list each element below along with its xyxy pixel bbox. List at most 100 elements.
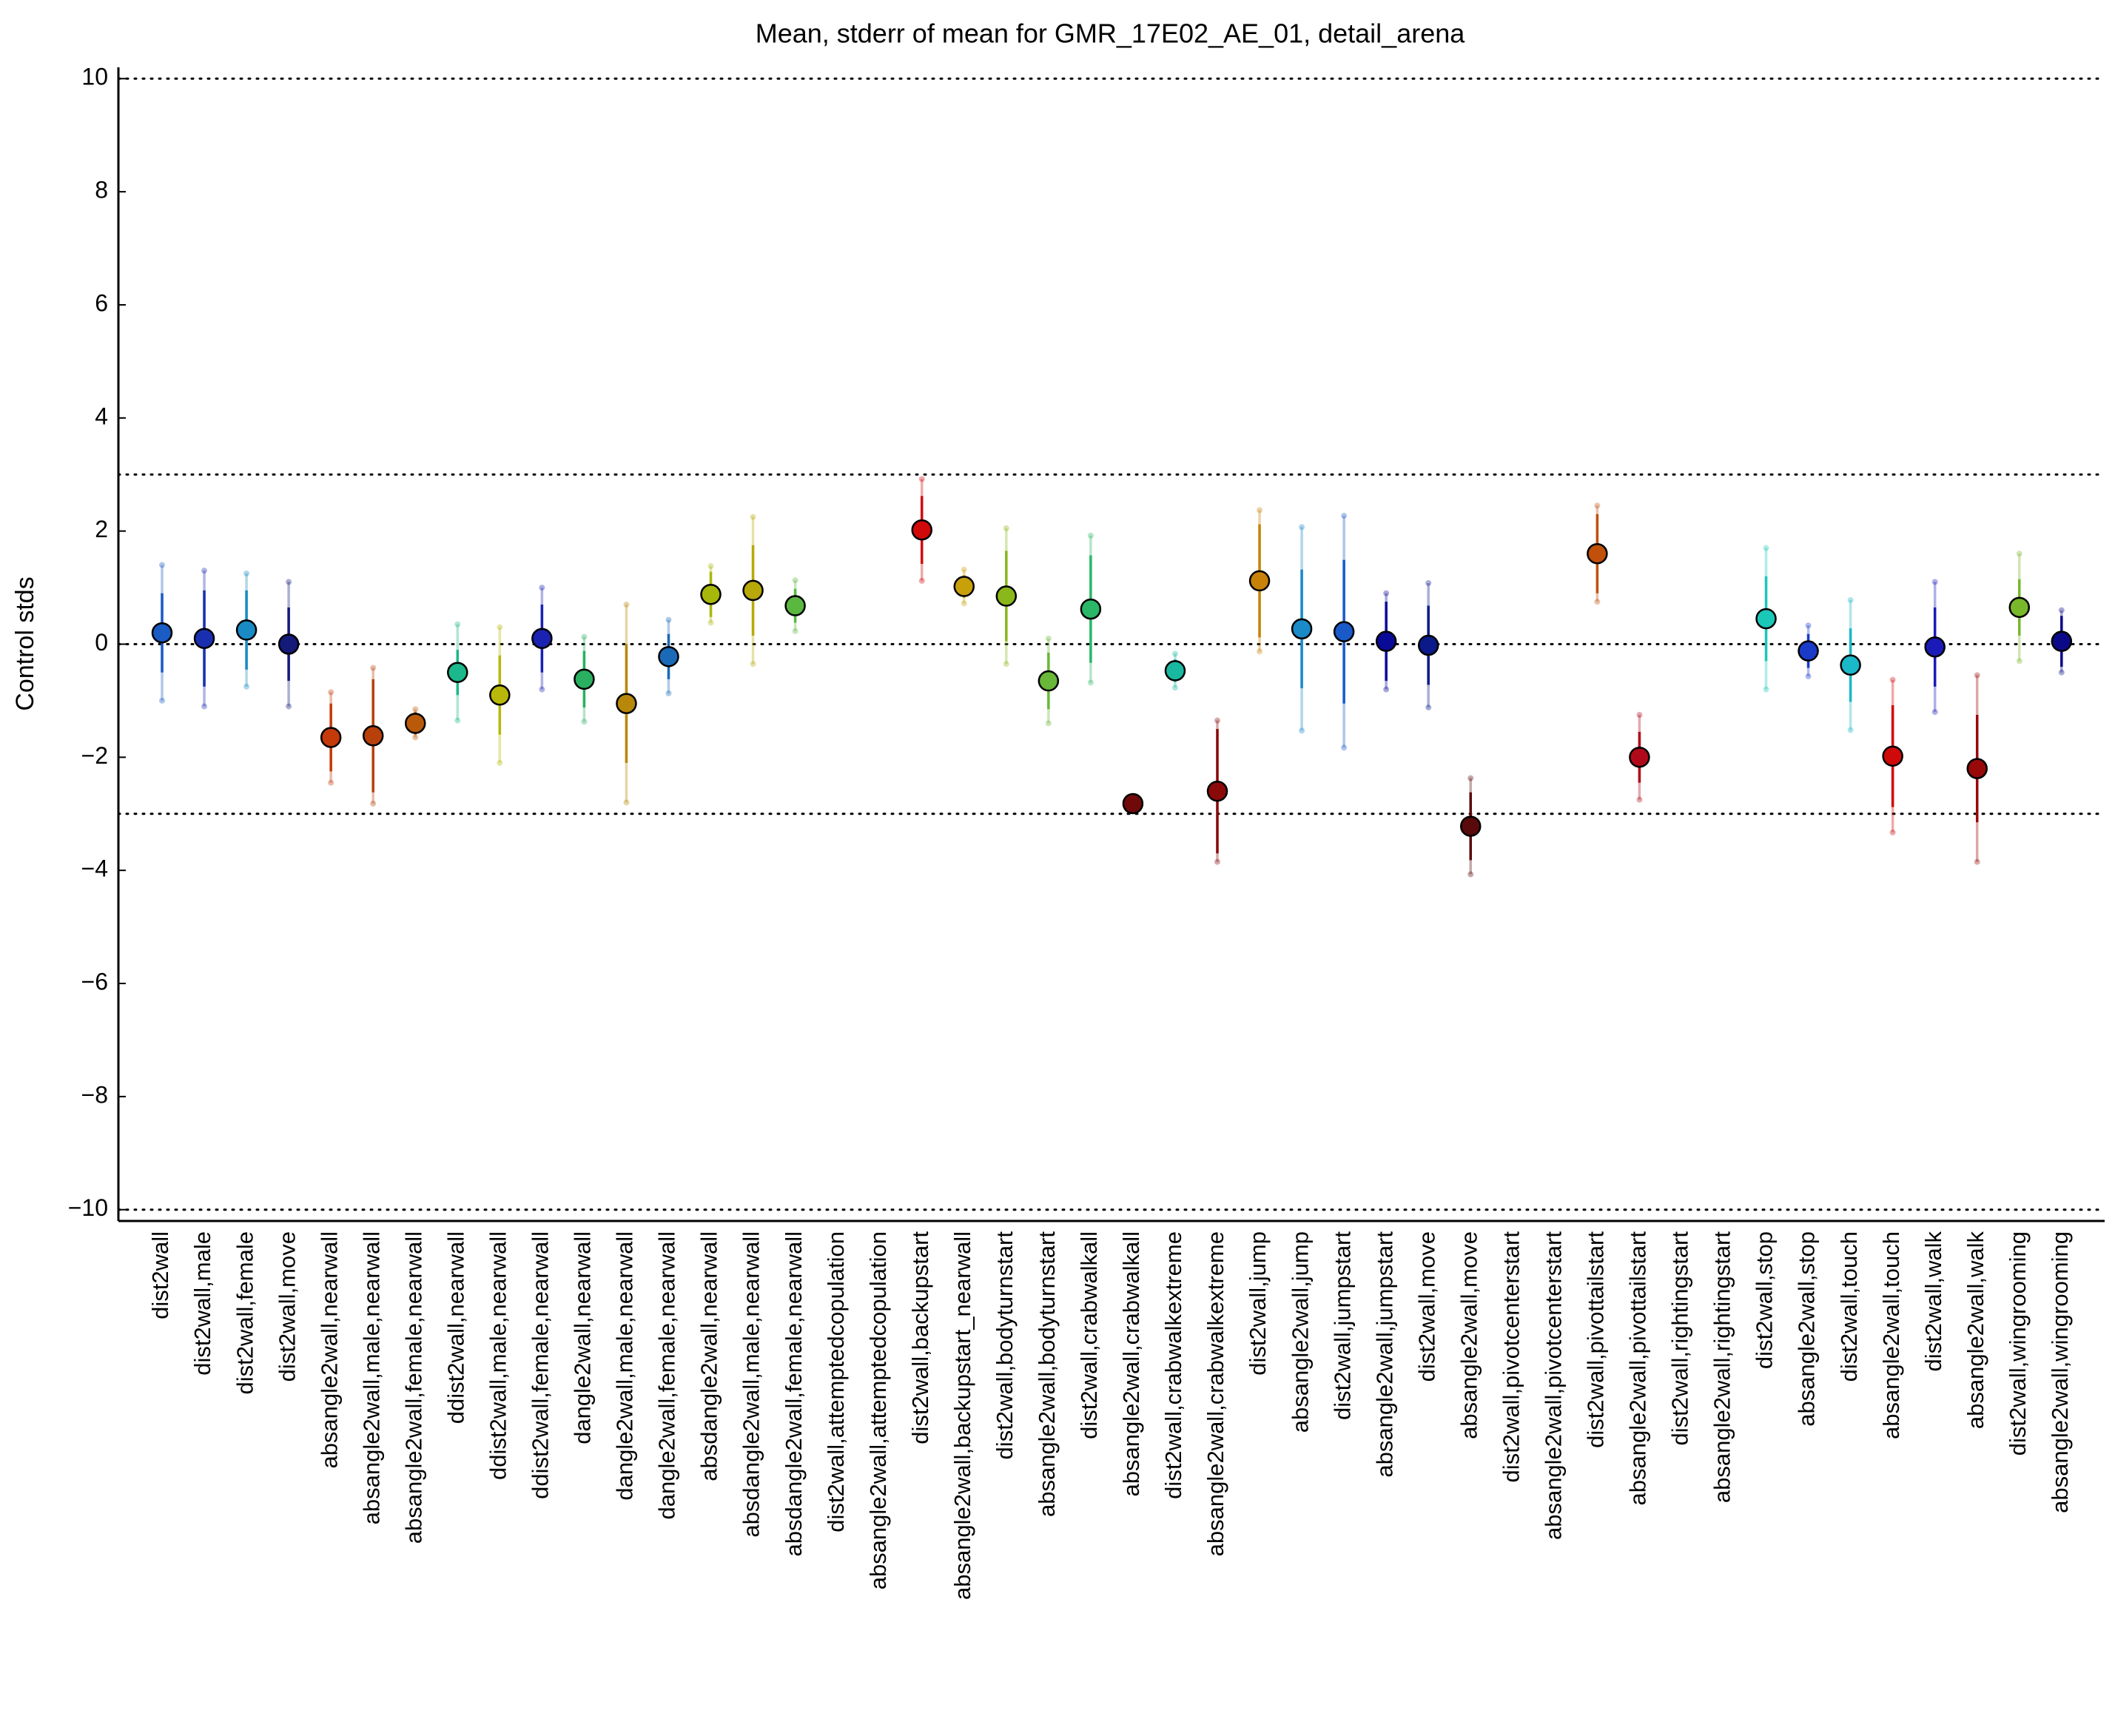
spread-end	[623, 799, 630, 806]
spread-end	[1974, 672, 1980, 679]
chart-title: Mean, stderr of mean for GMR_17E02_AE_01…	[756, 18, 1466, 49]
spread-end	[707, 619, 714, 626]
y-tick-label: 6	[95, 289, 108, 316]
x-tick-label: dist2wall,jumpstart	[1329, 1231, 1355, 1420]
mean-marker	[2008, 596, 2031, 619]
spread-end	[159, 697, 165, 704]
spread-end	[1341, 513, 1348, 519]
x-tick-label: absangle2wall,stop	[1794, 1231, 1820, 1427]
x-tick-label: absangle2wall,attemptedcopulation	[865, 1231, 891, 1589]
spread-end	[328, 689, 334, 696]
x-tick-label: dist2wall,backupstart	[907, 1231, 933, 1444]
spread-end	[243, 570, 250, 576]
y-tick-label: 4	[95, 403, 108, 429]
mean-marker	[574, 668, 595, 690]
x-tick-label: absdangle2wall,nearwall	[696, 1231, 722, 1481]
y-tick-label: 2	[95, 516, 108, 542]
y-tick-label: 8	[95, 177, 108, 203]
mean-marker	[953, 576, 975, 597]
spread-end	[539, 686, 545, 693]
spread-end	[961, 566, 967, 573]
mean-marker	[1080, 598, 1102, 620]
spread-end	[1425, 579, 1432, 586]
mean-marker	[1966, 758, 1988, 779]
x-tick-label: dist2wall,jump	[1245, 1231, 1271, 1376]
x-tick-label: absangle2wall,backupstart_nearwall	[949, 1231, 975, 1600]
mean-marker	[1417, 634, 1439, 656]
spread-end	[1636, 712, 1643, 719]
spread-end	[1763, 545, 1769, 551]
mean-marker	[658, 646, 679, 667]
mean-marker	[1291, 618, 1313, 640]
spread-end	[1467, 871, 1474, 878]
y-tick-label: 0	[95, 629, 108, 656]
x-tick-label: dist2wall,bodyturnstart	[992, 1231, 1018, 1460]
x-tick-label: absangle2wall,male,nearwall	[358, 1231, 384, 1524]
spread-end	[1594, 502, 1601, 509]
x-tick-label: absangle2wall,jumpstart	[1371, 1231, 1397, 1478]
x-tick-label: dist2wall,move	[274, 1231, 300, 1382]
mean-marker	[489, 684, 511, 706]
mean-marker	[1755, 608, 1777, 630]
x-tick-label: absangle2wall,crabwalkextreme	[1203, 1231, 1228, 1556]
spread-end	[1383, 686, 1390, 693]
spread-end	[1763, 686, 1769, 693]
mean-marker	[235, 619, 258, 641]
spread-end	[1805, 622, 1812, 629]
mean-marker	[320, 727, 342, 748]
x-tick-label: dist2wall,wingrooming	[2005, 1231, 2031, 1456]
spread-end	[665, 616, 672, 623]
spread-end	[243, 683, 250, 690]
x-tick-label: dist2wall,stop	[1752, 1231, 1778, 1369]
mean-marker	[1333, 621, 1355, 642]
spread-end	[1045, 635, 1052, 642]
spread-end	[454, 621, 461, 628]
mean-marker	[362, 725, 384, 747]
x-tick-label: absangle2wall,move	[1456, 1231, 1482, 1439]
mean-marker	[1206, 780, 1228, 802]
x-tick-label: dist2wall,crabwalkall	[1076, 1231, 1102, 1439]
x-tick-label: dist2wall,move	[1413, 1231, 1439, 1382]
mean-marker	[1798, 640, 1819, 662]
x-tick-label: dist2wall,rightingstart	[1667, 1231, 1693, 1446]
x-tick-label: absangle2wall,nearwall	[316, 1231, 342, 1469]
spread-end	[412, 706, 419, 713]
mean-marker	[1164, 660, 1186, 682]
mean-marker	[1038, 670, 1060, 692]
x-tick-label: dangle2wall,male,nearwall	[612, 1231, 638, 1501]
spread-end	[2016, 551, 2022, 557]
spread-end	[792, 577, 798, 584]
mean-marker	[151, 622, 173, 644]
mean-marker	[1840, 654, 1861, 676]
spread-end	[1847, 727, 1854, 733]
x-tick-label: dist2wall,female	[232, 1231, 258, 1395]
x-tick-label: dist2wall,pivottailstart	[1583, 1231, 1609, 1448]
spread-end	[497, 624, 503, 630]
spread-end	[1383, 590, 1390, 596]
spread-end	[918, 577, 925, 584]
x-tick-label: dangle2wall,female,nearwall	[654, 1231, 680, 1519]
x-tick-label: ddist2wall,male,nearwall	[485, 1231, 511, 1480]
y-axis-label: Control stds	[11, 576, 39, 710]
spread-end	[1974, 858, 1980, 865]
spread-end	[1889, 829, 1896, 835]
x-tick-label: dist2wall,crabwalkextreme	[1160, 1231, 1186, 1499]
x-tick-label: absangle2wall,pivottailstart	[1625, 1231, 1651, 1506]
x-tick-label: absangle2wall,pivotcenterstart	[1541, 1231, 1567, 1540]
spread-end	[412, 734, 419, 741]
mean-marker	[278, 633, 300, 655]
x-tick-label: dist2wall,male	[189, 1231, 215, 1376]
y-tick-label: −10	[68, 1194, 108, 1221]
spread-end	[1341, 744, 1348, 751]
x-tick-label: absdangle2wall,female,nearwall	[781, 1231, 807, 1556]
x-tick-label: absangle2wall,rightingstart	[1709, 1231, 1735, 1503]
spread-end	[1889, 676, 1896, 683]
spread-end	[1467, 775, 1474, 781]
spread-end	[1214, 717, 1220, 724]
x-tick-label: dist2wall,attemptedcopulation	[823, 1231, 849, 1533]
spread-end	[581, 633, 588, 640]
spread-end	[1087, 679, 1094, 686]
spread-end	[792, 628, 798, 634]
spread-end	[581, 719, 588, 725]
